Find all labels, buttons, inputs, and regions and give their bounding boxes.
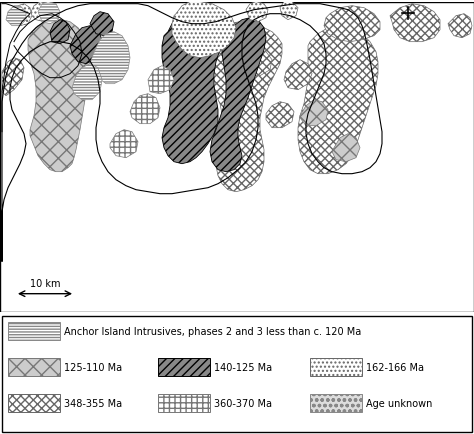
Polygon shape (324, 7, 380, 43)
Polygon shape (72, 65, 102, 100)
Polygon shape (70, 26, 102, 65)
Polygon shape (266, 102, 294, 128)
Polygon shape (6, 7, 26, 26)
Text: 360-370 Ma: 360-370 Ma (214, 398, 272, 408)
Bar (8, 358, 60, 376)
Polygon shape (28, 21, 90, 172)
Text: 348-355 Ma: 348-355 Ma (64, 398, 122, 408)
Text: Age unknown: Age unknown (366, 398, 432, 408)
Polygon shape (30, 3, 54, 23)
Text: 140-125 Ma: 140-125 Ma (214, 362, 272, 372)
Polygon shape (284, 61, 312, 90)
Polygon shape (148, 66, 174, 95)
Polygon shape (280, 3, 298, 21)
Polygon shape (14, 5, 32, 26)
Polygon shape (38, 3, 60, 25)
Polygon shape (390, 5, 440, 43)
Bar (310, 394, 362, 412)
Bar (310, 358, 362, 376)
Polygon shape (206, 23, 282, 192)
Text: 125-110 Ma: 125-110 Ma (64, 362, 122, 372)
Polygon shape (300, 100, 328, 126)
Text: 162-166 Ma: 162-166 Ma (366, 362, 424, 372)
Bar (8, 322, 60, 341)
Polygon shape (88, 33, 130, 85)
Polygon shape (2, 59, 24, 96)
Polygon shape (332, 135, 360, 162)
Polygon shape (244, 51, 272, 76)
Polygon shape (172, 3, 236, 59)
Polygon shape (298, 26, 378, 174)
Polygon shape (90, 13, 114, 36)
Bar (8, 394, 60, 412)
Polygon shape (448, 15, 472, 39)
Polygon shape (162, 9, 222, 164)
Polygon shape (246, 3, 268, 23)
Polygon shape (110, 130, 138, 158)
Polygon shape (210, 19, 266, 172)
Bar (158, 394, 210, 412)
Polygon shape (130, 95, 160, 125)
Bar (158, 358, 210, 376)
Text: 10 km: 10 km (30, 278, 60, 288)
Text: Anchor Island Intrusives, phases 2 and 3 less than c. 120 Ma: Anchor Island Intrusives, phases 2 and 3… (64, 326, 361, 336)
Polygon shape (50, 21, 70, 45)
